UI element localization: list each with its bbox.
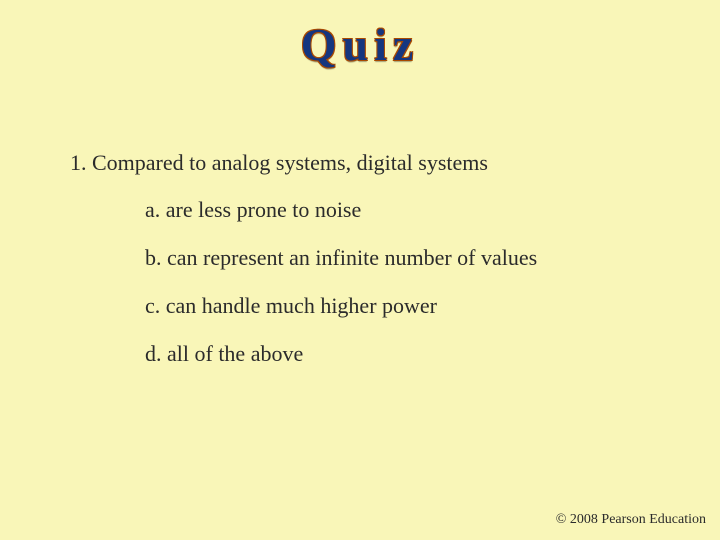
answer-b: b. can represent an infinite number of v… bbox=[145, 245, 537, 271]
title-area: Quiz bbox=[0, 0, 720, 71]
question-text: 1. Compared to analog systems, digital s… bbox=[70, 150, 488, 176]
answer-a: a. are less prone to noise bbox=[145, 197, 537, 223]
slide: Quiz 1. Compared to analog systems, digi… bbox=[0, 0, 720, 540]
quiz-title: Quiz bbox=[301, 18, 420, 71]
copyright-footer: © 2008 Pearson Education bbox=[556, 512, 706, 528]
answer-d: d. all of the above bbox=[145, 341, 537, 367]
answer-list: a. are less prone to noise b. can repres… bbox=[145, 197, 537, 389]
answer-c: c. can handle much higher power bbox=[145, 293, 537, 319]
